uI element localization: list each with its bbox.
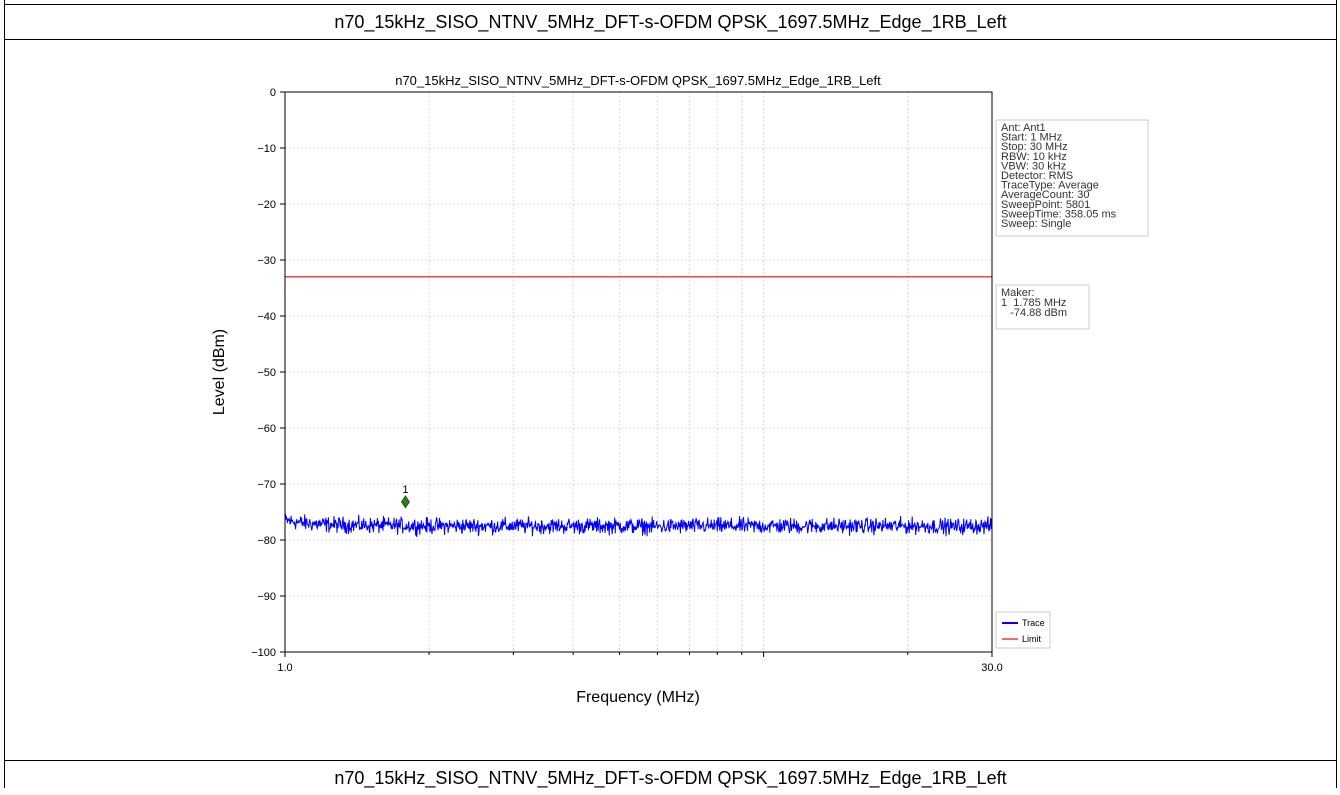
y-tick-label: −90 bbox=[257, 591, 276, 603]
y-tick-label: −40 bbox=[257, 311, 276, 323]
info-box-line: RBW: 10 kHz bbox=[1001, 151, 1067, 163]
y-tick-label: −30 bbox=[257, 255, 276, 267]
info-box-line: Ant: Ant1 bbox=[1001, 122, 1046, 134]
info-box-frame bbox=[995, 119, 1149, 237]
y-tick-label: −60 bbox=[257, 423, 276, 435]
marker-diamond bbox=[400, 495, 410, 509]
marker-label: 1 bbox=[402, 484, 408, 496]
y-tick-label: −50 bbox=[257, 367, 276, 379]
info-box-line: Detector: RMS bbox=[1001, 170, 1073, 182]
legend: Trace Limit bbox=[995, 611, 1051, 649]
info-box-line: Sweep: Single bbox=[1001, 218, 1071, 230]
y-tick-label: 0 bbox=[270, 87, 276, 99]
info-box-line: Start: 1 MHz bbox=[1001, 132, 1062, 144]
info-box-line: AverageCount: 30 bbox=[1001, 189, 1089, 201]
legend-frame bbox=[995, 611, 1051, 649]
y-tick-label: −80 bbox=[257, 535, 276, 547]
info-box-line: SweepPoint: 5801 bbox=[1001, 199, 1090, 211]
series-layer: 1 bbox=[284, 276, 993, 537]
legend-label-limit: Limit bbox=[1022, 634, 1042, 644]
marker-box-line: Maker: bbox=[1001, 287, 1035, 299]
x-tick-label: 1.0 bbox=[277, 662, 292, 674]
marker-box: Maker:1 1.785 MHz -74.88 dBm bbox=[995, 284, 1090, 330]
x-tick-label: 30.0 bbox=[981, 662, 1002, 674]
y-tick-label: −20 bbox=[257, 199, 276, 211]
y-tick-label: −10 bbox=[257, 143, 276, 155]
info-box-line: SweepTime: 358.05 ms bbox=[1001, 208, 1117, 220]
page-footer-title: n70_15kHz_SISO_NTNV_5MHz_DFT-s-OFDM QPSK… bbox=[4, 760, 1337, 795]
x-axis-label: Frequency (MHz) bbox=[576, 689, 700, 706]
marker-box-lines: Maker:1 1.785 MHz -74.88 dBm bbox=[1001, 287, 1067, 319]
info-box-line: VBW: 30 kHz bbox=[1001, 160, 1066, 172]
marker-box-line: 1 1.785 MHz bbox=[1001, 297, 1066, 309]
marker-box-frame bbox=[995, 284, 1090, 330]
legend-label-trace: Trace bbox=[1022, 618, 1045, 628]
grid-layer bbox=[285, 91, 992, 653]
report-frame bbox=[4, 0, 1337, 788]
info-box-line: TraceType: Average bbox=[1001, 180, 1099, 192]
y-tick-label: −70 bbox=[257, 479, 276, 491]
trace-series-line bbox=[284, 513, 993, 537]
marker-box-line: -74.88 dBm bbox=[1001, 307, 1067, 319]
y-axis-label: Level (dBm) bbox=[211, 329, 228, 415]
y-tick-label: −100 bbox=[251, 647, 276, 659]
info-box-line: Stop: 30 MHz bbox=[1001, 141, 1068, 153]
page-header-title: n70_15kHz_SISO_NTNV_5MHz_DFT-s-OFDM QPSK… bbox=[4, 4, 1337, 40]
chart-title: n70_15kHz_SISO_NTNV_5MHz_DFT-s-OFDM QPSK… bbox=[395, 73, 881, 88]
